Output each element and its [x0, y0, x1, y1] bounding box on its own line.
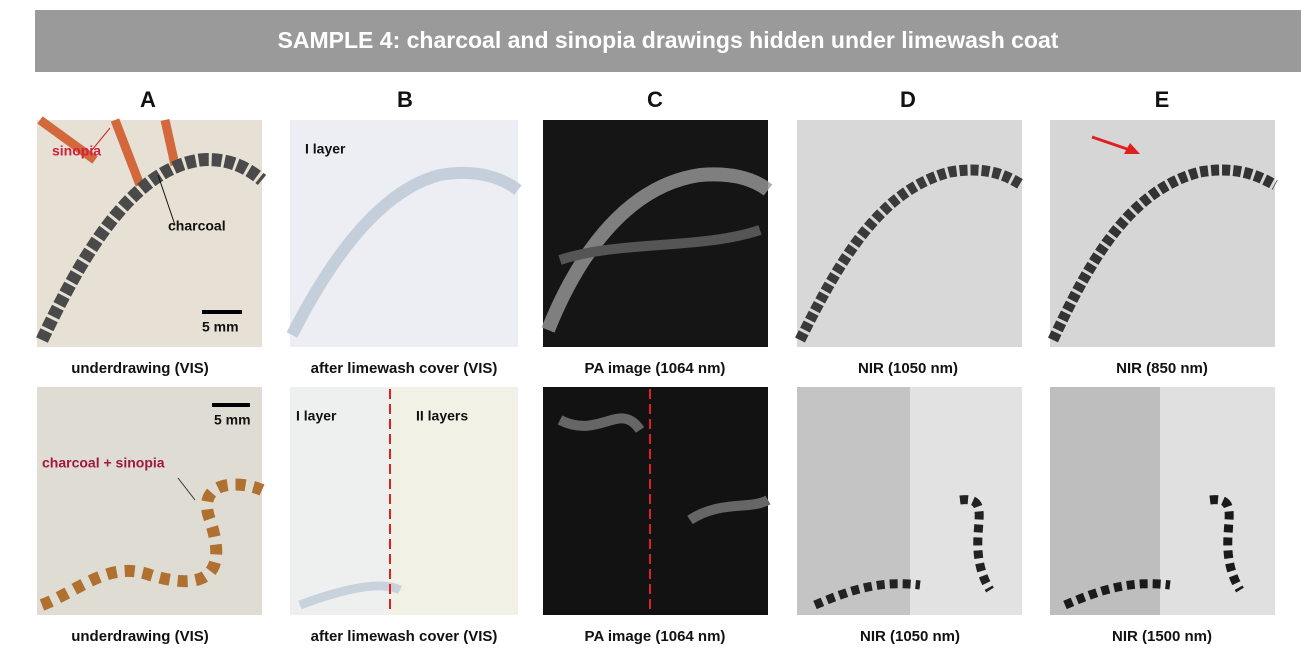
figure: SAMPLE 4: charcoal and sinopia drawings …	[0, 0, 1301, 647]
scale-label: 5 mm	[214, 412, 251, 428]
caption: NIR (1500 nm)	[1112, 628, 1212, 645]
image-c1	[543, 120, 768, 347]
caption: PA image (1064 nm)	[585, 628, 726, 645]
caption: underdrawing (VIS)	[71, 360, 209, 377]
annotation: II layers	[416, 408, 468, 424]
annotation: charcoal	[168, 218, 226, 234]
column-label: A	[140, 87, 156, 112]
column-label: D	[900, 87, 916, 112]
image-e1	[1050, 120, 1275, 347]
image-d2	[797, 387, 1022, 615]
annotation: I layer	[296, 408, 337, 424]
annotation: sinopia	[52, 143, 101, 159]
caption: after limewash cover (VIS)	[311, 360, 498, 377]
caption: underdrawing (VIS)	[71, 628, 209, 645]
caption: NIR (850 nm)	[1116, 360, 1208, 377]
caption: NIR (1050 nm)	[858, 360, 958, 377]
image-d1	[797, 120, 1022, 347]
column-label: C	[647, 87, 663, 112]
caption: NIR (1050 nm)	[860, 628, 960, 645]
image-e2	[1050, 387, 1275, 615]
caption: PA image (1064 nm)	[585, 360, 726, 377]
annotation: charcoal + sinopia	[42, 455, 165, 471]
image-c2	[543, 387, 768, 615]
scale-label: 5 mm	[202, 319, 239, 335]
column-label: E	[1155, 87, 1170, 112]
title: SAMPLE 4: charcoal and sinopia drawings …	[278, 27, 1059, 53]
column-label: B	[397, 87, 413, 112]
caption: after limewash cover (VIS)	[311, 628, 498, 645]
annotation: I layer	[305, 141, 346, 157]
